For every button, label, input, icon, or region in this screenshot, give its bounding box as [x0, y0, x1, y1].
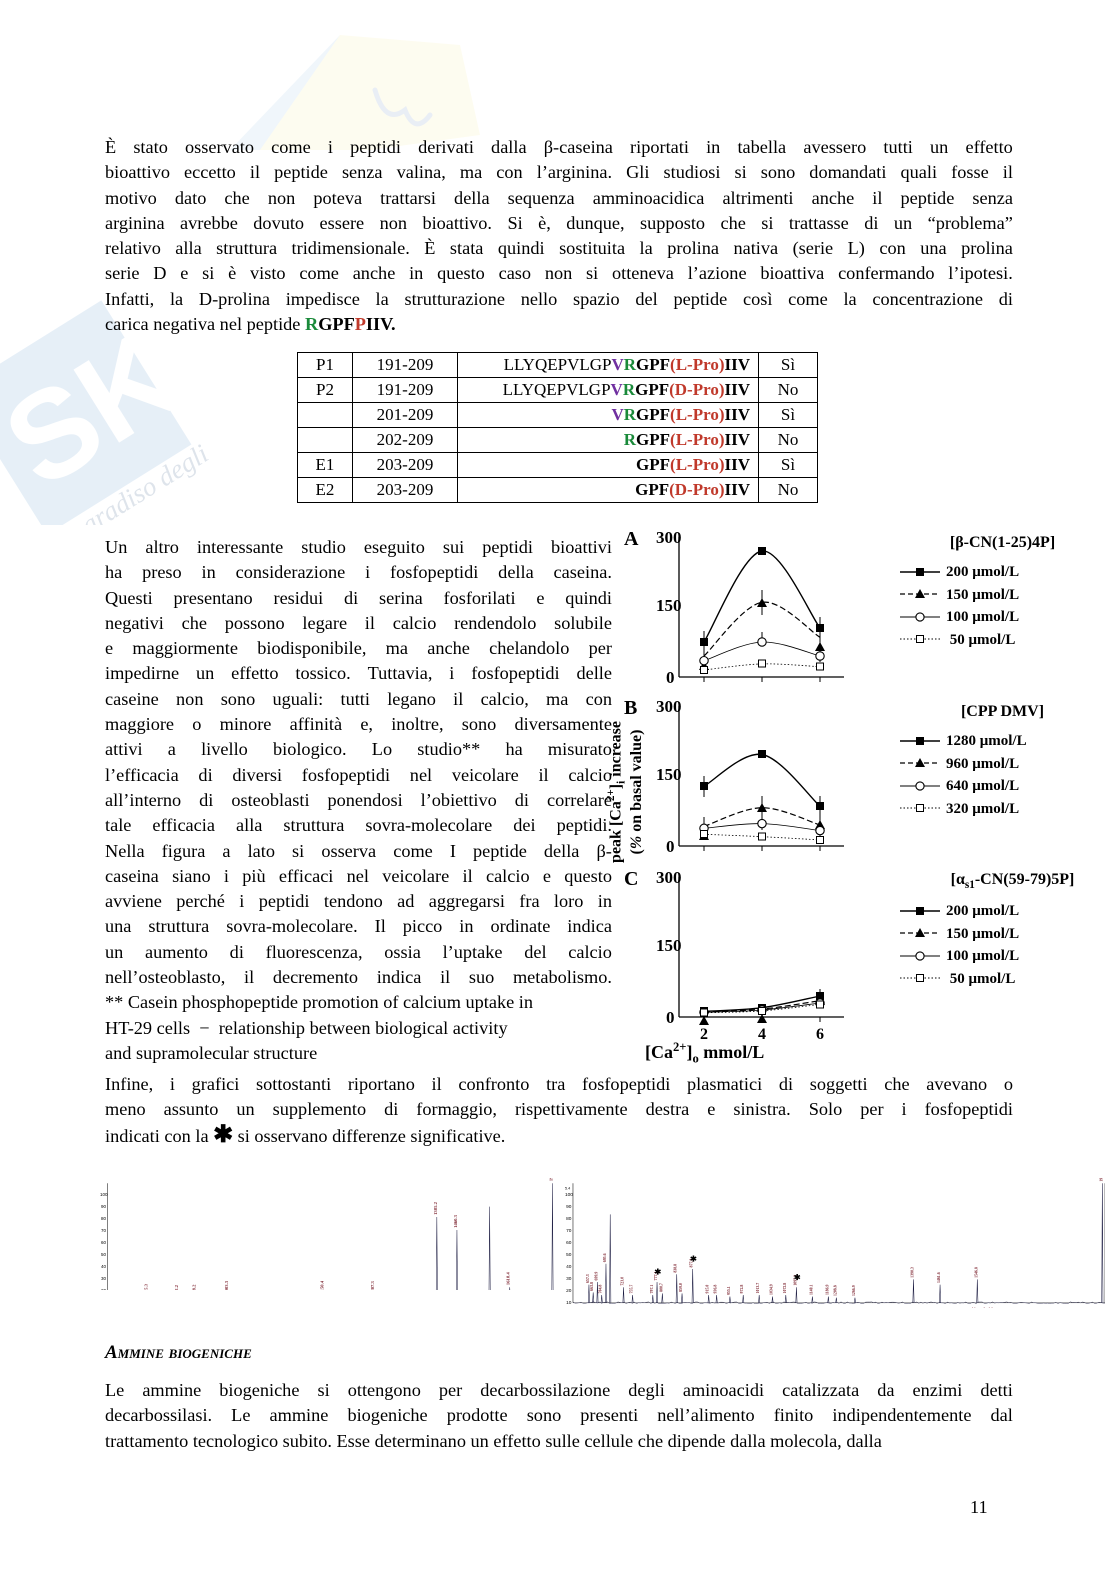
svg-text:30: 30	[566, 1276, 572, 1282]
svg-text:1390.3: 1390.3	[909, 1267, 914, 1278]
svg-text:6: 6	[816, 1026, 824, 1042]
svg-text:✱: ✱	[794, 1273, 801, 1282]
svg-text:838.8: 838.8	[673, 1264, 678, 1273]
svg-text:915.0: 915.0	[705, 1285, 710, 1294]
svg-text:20: 20	[566, 1288, 572, 1294]
svg-text:✱: ✱	[690, 1255, 697, 1264]
svg-text:300: 300	[656, 697, 682, 716]
svg-text:150: 150	[656, 596, 682, 615]
svg-text:1460.3: 1460.3	[453, 1214, 458, 1228]
svg-text:✱: ✱	[654, 1268, 661, 1277]
svg-text:300: 300	[656, 868, 682, 887]
svg-text:60: 60	[101, 1240, 106, 1245]
svg-text:70: 70	[566, 1228, 572, 1234]
svg-text:90: 90	[101, 1204, 106, 1209]
svg-text:1140.1: 1140.1	[808, 1284, 813, 1295]
svg-text:5.4: 5.4	[565, 1186, 570, 1190]
svg-text:1266.9: 1266.9	[851, 1285, 856, 1296]
svg-text:1461.6: 1461.6	[936, 1272, 941, 1283]
svg-text:704.8: 704.8	[598, 1285, 603, 1294]
svg-text:1913.4: 1913.4	[549, 1178, 554, 1181]
svg-text:695.6: 695.6	[602, 1253, 607, 1262]
svg-text:1186.9: 1186.9	[824, 1284, 829, 1295]
svg-text:768.2: 768.2	[192, 1284, 197, 1290]
svg-text:685.3: 685.3	[144, 1283, 149, 1290]
svg-text:80: 80	[566, 1216, 572, 1222]
svg-text:1208.8: 1208.8	[832, 1285, 837, 1296]
svg-text:1034.9: 1034.9	[768, 1284, 773, 1295]
svg-text:699.9: 699.9	[593, 1272, 598, 1281]
svg-text:60: 60	[566, 1240, 572, 1246]
svg-text:B: B	[624, 697, 637, 719]
svg-text:955.1: 955.1	[726, 1286, 731, 1295]
svg-text:20: 20	[101, 1288, 106, 1290]
svg-text:150: 150	[656, 765, 682, 784]
svg-text:A: A	[624, 528, 639, 550]
svg-text:0: 0	[666, 837, 675, 856]
svg-text:80: 80	[101, 1216, 106, 1221]
svg-text:10: 10	[566, 1300, 572, 1306]
svg-text:663.8: 663.8	[589, 1282, 594, 1291]
svg-text:0: 0	[666, 668, 675, 687]
svg-text:1072.8: 1072.8	[782, 1283, 787, 1294]
svg-text:657.3: 657.3	[585, 1274, 590, 1283]
svg-text:1546.8: 1546.8	[973, 1267, 978, 1278]
svg-text:859.0: 859.0	[678, 1283, 683, 1292]
svg-text:723.0: 723.0	[619, 1277, 624, 1286]
svg-text:1150.4: 1150.4	[320, 1280, 325, 1290]
svg-text:1207.3: 1207.3	[370, 1280, 375, 1290]
svg-text:Mass (m/z): Mass (m/z)	[972, 1307, 994, 1308]
svg-text:1618.4: 1618.4	[506, 1272, 511, 1286]
svg-text:100: 100	[100, 1192, 108, 1197]
svg-text:903.3: 903.3	[224, 1280, 229, 1290]
svg-text:1013.7: 1013.7	[755, 1283, 760, 1294]
svg-text:70: 70	[101, 1228, 106, 1233]
svg-text:40: 40	[566, 1264, 572, 1270]
svg-text:150: 150	[656, 936, 682, 955]
svg-text:50: 50	[566, 1252, 572, 1258]
svg-text:50: 50	[101, 1252, 106, 1257]
svg-text:972.8: 972.8	[739, 1285, 744, 1294]
svg-text:40: 40	[101, 1264, 106, 1269]
svg-text:1385.2: 1385.2	[433, 1201, 438, 1215]
svg-text:797.1: 797.1	[649, 1285, 654, 1294]
svg-text:800.7: 800.7	[658, 1283, 663, 1292]
svg-text:1917.2: 1917.2	[1098, 1178, 1103, 1182]
svg-text:936.8: 936.8	[713, 1285, 718, 1294]
svg-text:90: 90	[566, 1204, 572, 1210]
svg-text:100: 100	[565, 1192, 573, 1198]
svg-text:C: C	[624, 868, 638, 890]
svg-text:755.7: 755.7	[629, 1285, 634, 1294]
svg-text:742.2: 742.2	[174, 1284, 179, 1290]
svg-text:300: 300	[656, 528, 682, 547]
svg-text:30: 30	[101, 1276, 106, 1281]
svg-text:0: 0	[666, 1008, 675, 1027]
